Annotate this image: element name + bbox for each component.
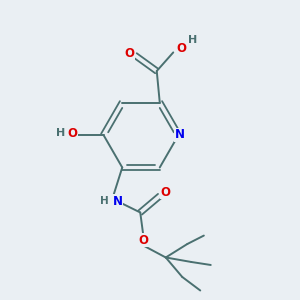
Text: O: O xyxy=(160,186,170,199)
Text: O: O xyxy=(67,127,77,140)
Text: N: N xyxy=(175,128,185,142)
Text: H: H xyxy=(56,128,65,139)
Text: N: N xyxy=(113,195,123,208)
Text: O: O xyxy=(138,234,148,247)
Text: H: H xyxy=(100,196,109,206)
Text: H: H xyxy=(188,35,197,45)
Text: O: O xyxy=(177,42,187,55)
Text: O: O xyxy=(125,47,135,60)
